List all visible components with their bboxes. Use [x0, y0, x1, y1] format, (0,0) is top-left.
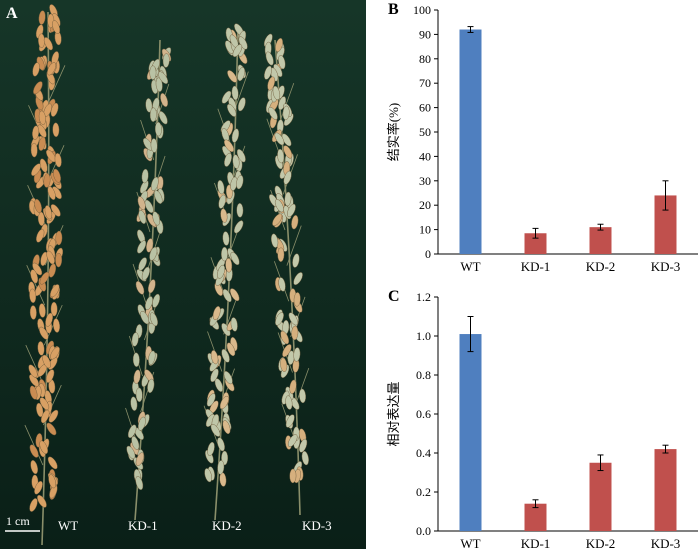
y-tick-label: 1.2	[416, 290, 431, 304]
x-tick-label: KD-2	[586, 259, 616, 274]
y-tick-label: 20	[419, 198, 431, 212]
y-tick-label: 70	[419, 76, 431, 90]
bar-wt	[459, 29, 482, 254]
bar-kd-3	[654, 195, 677, 254]
y-tick-label: 90	[419, 27, 431, 41]
error-bar-kd-3	[662, 444, 669, 454]
y-tick-label: 100	[413, 3, 431, 17]
bar-kd-1	[524, 503, 547, 531]
scale-bar-label: 1 cm	[6, 514, 30, 528]
x-tick-label: KD-1	[521, 536, 551, 549]
bar-wt	[459, 334, 482, 531]
y-tick-label: 0	[425, 247, 431, 261]
error-bar-wt	[467, 26, 474, 33]
panicle-kd2	[203, 23, 249, 521]
y-tick-label: 60	[419, 101, 431, 115]
bar-kd-2	[589, 227, 612, 254]
y-tick-label: 50	[419, 125, 431, 139]
x-tick-label: WT	[460, 259, 480, 274]
y-tick-label: 80	[419, 52, 431, 66]
panel-label: C	[388, 288, 400, 305]
panicle-wt	[24, 4, 66, 546]
error-bar-wt	[467, 316, 474, 353]
bar-kd-1	[524, 233, 547, 254]
panicles-group	[24, 4, 310, 546]
y-tick-label: 1.0	[416, 329, 431, 343]
x-tick-label: WT	[460, 536, 480, 549]
y-tick-label: 10	[419, 223, 431, 237]
error-bar-kd-2	[597, 454, 604, 472]
panel-label-a: A	[6, 5, 18, 22]
panicle-photo: A 1 cm WT KD-1 KD-2 KD-3	[0, 0, 366, 549]
photo-label-kd3: KD-3	[302, 518, 332, 533]
photo-label-kd1: KD-1	[128, 518, 158, 533]
error-bar-kd-1	[532, 227, 539, 239]
panicle-kd1	[125, 39, 172, 521]
seed-setting-rate-chart: B 0 10 20 30 40 50 60 70 80 90 100 结实率(%) WT KD-1 KD-2 K…	[386, 1, 698, 274]
error-bar-kd-2	[597, 223, 604, 231]
y-axis-label: 相对表达量	[386, 381, 401, 446]
photo-label-kd2: KD-2	[212, 518, 242, 533]
x-tick-label: KD-3	[651, 536, 681, 549]
y-axis-label: 结实率(%)	[386, 103, 401, 162]
x-tick-label: KD-3	[651, 259, 681, 274]
bar-kd-3	[654, 449, 677, 531]
panicle-kd3	[263, 33, 310, 516]
y-tick-label: 0.6	[416, 407, 431, 421]
photo-label-wt: WT	[58, 518, 78, 533]
x-tick-label: KD-2	[586, 536, 616, 549]
panel-label: B	[388, 1, 399, 18]
bar-kd-2	[589, 462, 612, 531]
y-tick-label: 0.4	[416, 446, 431, 460]
relative-expression-chart: C 0.0 0.2 0.4 0.6 0.8 1.0 1.2 相对表达量 WT KD-1 KD-2 KD-…	[386, 288, 698, 549]
y-tick-label: 40	[419, 149, 431, 163]
error-bar-kd-3	[662, 180, 669, 211]
y-tick-label: 30	[419, 174, 431, 188]
error-bar-kd-1	[532, 499, 539, 509]
x-tick-label: KD-1	[521, 259, 551, 274]
y-tick-label: 0.2	[416, 485, 431, 499]
y-tick-label: 0.8	[416, 368, 431, 382]
y-tick-label: 0.0	[416, 524, 431, 538]
